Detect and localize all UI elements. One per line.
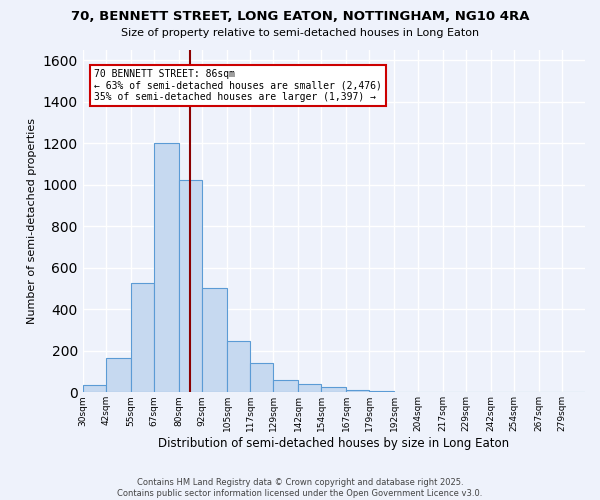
Bar	[202, 288, 227, 393]
Bar	[250, 363, 273, 392]
Bar	[131, 284, 154, 393]
Bar	[227, 342, 250, 392]
Text: 70, BENNETT STREET, LONG EATON, NOTTINGHAM, NG10 4RA: 70, BENNETT STREET, LONG EATON, NOTTINGH…	[71, 10, 529, 23]
Bar	[273, 380, 298, 392]
X-axis label: Distribution of semi-detached houses by size in Long Eaton: Distribution of semi-detached houses by …	[158, 437, 509, 450]
Bar	[83, 385, 106, 392]
Y-axis label: Number of semi-detached properties: Number of semi-detached properties	[27, 118, 37, 324]
Bar	[298, 384, 322, 392]
Bar	[370, 390, 394, 392]
Text: Size of property relative to semi-detached houses in Long Eaton: Size of property relative to semi-detach…	[121, 28, 479, 38]
Bar	[154, 144, 179, 392]
Bar	[322, 387, 346, 392]
Text: 70 BENNETT STREET: 86sqm
← 63% of semi-detached houses are smaller (2,476)
35% o: 70 BENNETT STREET: 86sqm ← 63% of semi-d…	[94, 68, 382, 102]
Bar	[179, 180, 202, 392]
Text: Contains HM Land Registry data © Crown copyright and database right 2025.
Contai: Contains HM Land Registry data © Crown c…	[118, 478, 482, 498]
Bar	[106, 358, 131, 392]
Bar	[346, 390, 370, 392]
